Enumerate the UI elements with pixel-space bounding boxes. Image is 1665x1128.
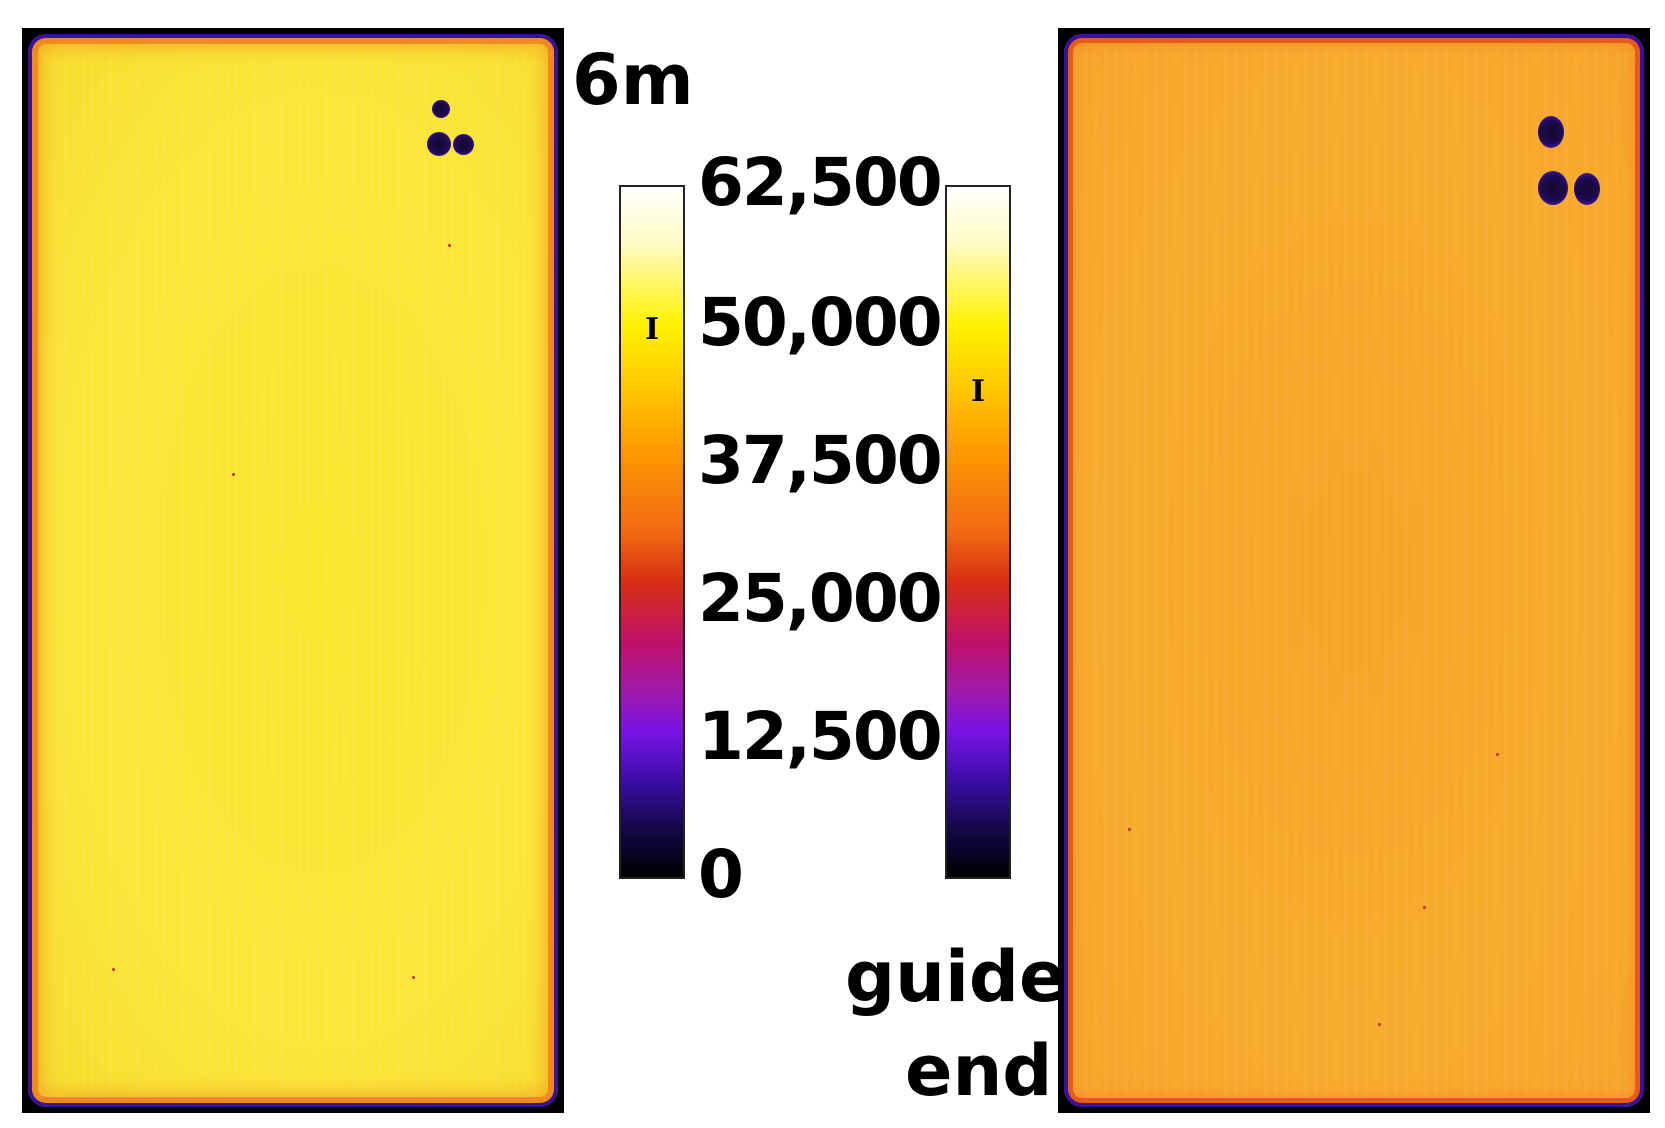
colorbar-right-marker: I xyxy=(970,374,986,409)
left-detector-image xyxy=(22,28,564,1113)
right-speck xyxy=(1423,906,1426,909)
right-dot-bottom-right xyxy=(1574,173,1600,205)
colorbar-tick-label: 12,500 xyxy=(698,698,943,775)
left-speck xyxy=(232,473,235,476)
right-speck xyxy=(1496,753,1499,756)
left-speck xyxy=(412,976,415,979)
left-speck xyxy=(448,244,451,247)
right-image-field xyxy=(1064,34,1644,1107)
colorbar-tick-label: 25,000 xyxy=(698,560,943,637)
colorbar-right: I xyxy=(945,185,1011,879)
colorbar-tick-label: 50,000 xyxy=(698,284,943,361)
colorbar-left: I xyxy=(619,185,685,879)
left-dot-bottom-left xyxy=(427,132,451,156)
right-dot-top xyxy=(1538,116,1564,148)
right-dot-bottom-left xyxy=(1538,171,1568,205)
right-speck xyxy=(1378,1023,1381,1026)
right-image-label-line2: end xyxy=(905,1030,1053,1112)
left-speck xyxy=(112,968,115,971)
left-dot-bottom-right xyxy=(453,134,474,155)
colorbar-left-marker: I xyxy=(644,312,660,347)
right-image-label-line1: guide xyxy=(845,936,1067,1018)
colorbar-tick-label: 62,500 xyxy=(698,144,943,221)
left-image-field xyxy=(28,34,558,1107)
colorbar-tick-label: 0 xyxy=(698,836,744,913)
left-image-label: 6m xyxy=(572,39,694,121)
right-speck xyxy=(1128,828,1131,831)
colorbar-tick-label: 37,500 xyxy=(698,422,943,499)
left-dot-top xyxy=(432,100,450,118)
right-detector-image xyxy=(1058,28,1650,1113)
